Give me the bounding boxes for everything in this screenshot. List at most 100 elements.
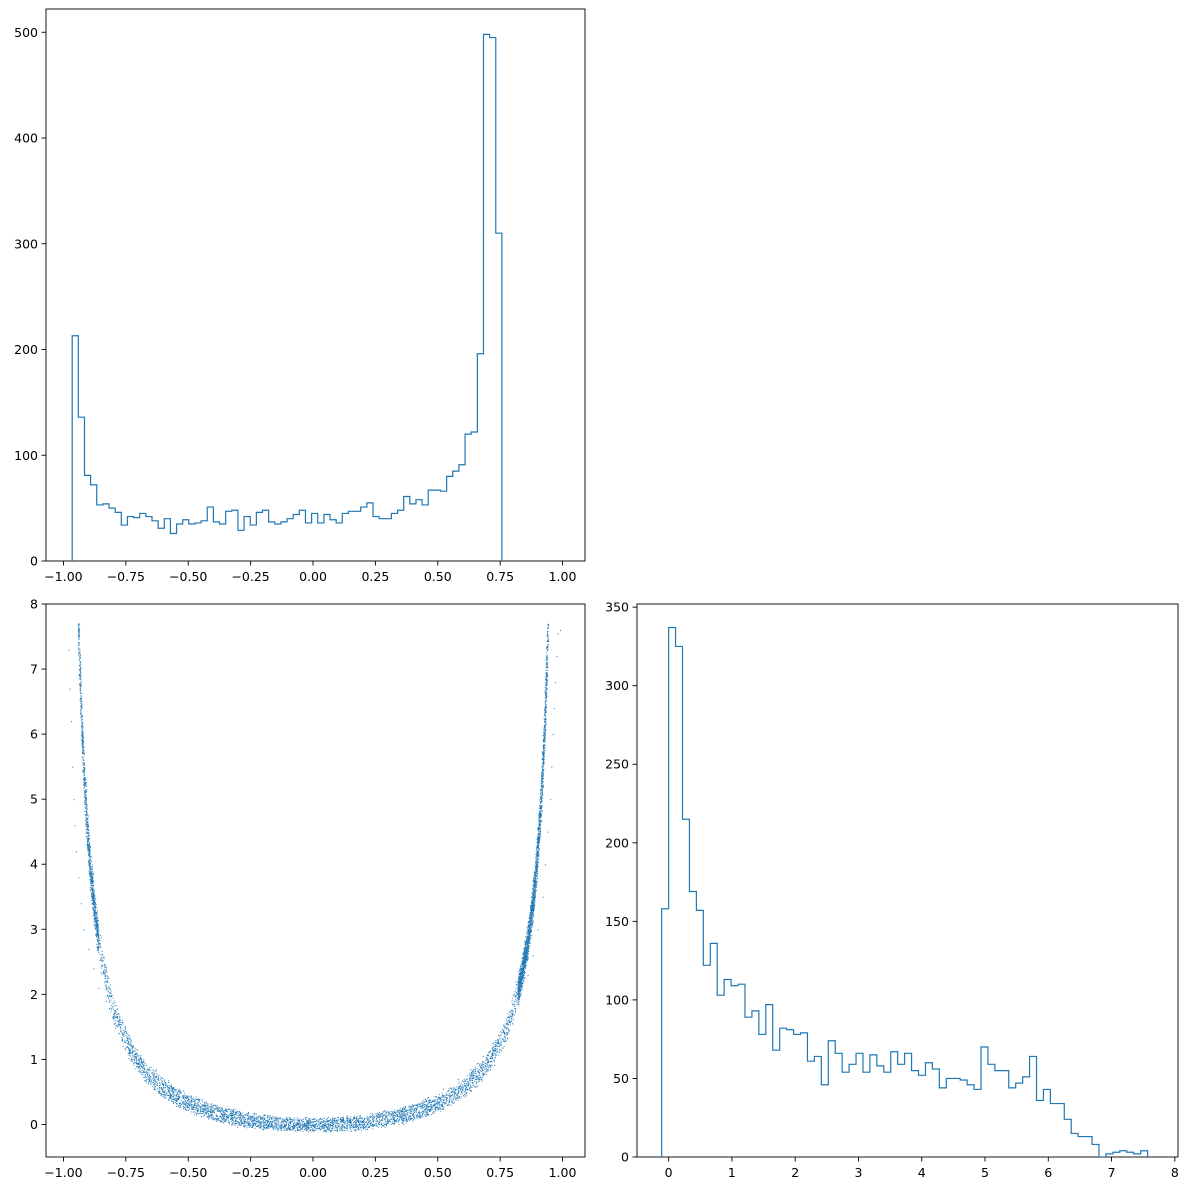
hist-y-xtick-label: 4 bbox=[918, 1165, 926, 1180]
hist-y-bin bbox=[1113, 1152, 1120, 1157]
hist-x-bin bbox=[275, 524, 281, 561]
scatter-ytick-label: 2 bbox=[30, 987, 38, 1002]
scatter-xtick-label: 0.75 bbox=[486, 1165, 514, 1180]
scatter-point bbox=[133, 1046, 135, 1048]
scatter-point bbox=[520, 994, 522, 996]
hist-y-xtick-label: 6 bbox=[1044, 1165, 1052, 1180]
scatter-point bbox=[93, 968, 95, 970]
scatter-ytick-label: 3 bbox=[30, 922, 38, 937]
hist-y-bins bbox=[661, 626, 1149, 1157]
scatter-point bbox=[537, 929, 539, 931]
hist-x-bin bbox=[91, 485, 97, 561]
hist-y-bin bbox=[683, 819, 690, 1157]
hist-x-bin bbox=[195, 523, 201, 561]
hist-y-bin bbox=[1016, 1083, 1023, 1157]
scatter-point bbox=[470, 1069, 472, 1071]
hist-y-bin bbox=[773, 1050, 780, 1157]
hist-x-bin bbox=[305, 523, 311, 561]
hist-y-bin bbox=[974, 1089, 981, 1157]
hist-x-bin bbox=[342, 513, 348, 561]
scatter-ytick-label: 7 bbox=[30, 662, 38, 677]
hist-x-bin bbox=[121, 525, 127, 561]
scatter-point bbox=[457, 1078, 459, 1080]
hist-x-bin bbox=[238, 530, 244, 561]
scatter-point bbox=[553, 708, 555, 710]
hist-x-bin bbox=[146, 517, 152, 561]
hist-y-bin bbox=[1057, 1104, 1064, 1157]
hist-y-bin bbox=[1071, 1133, 1078, 1157]
hist-y-bin bbox=[953, 1078, 960, 1157]
hist-y-xtick-label: 8 bbox=[1171, 1165, 1179, 1180]
hist-x-ytick-label: 100 bbox=[14, 448, 38, 463]
scatter-point bbox=[155, 1069, 157, 1071]
hist-y-ytick-label: 250 bbox=[605, 757, 629, 772]
scatter-xtick-label: −0.75 bbox=[107, 1165, 145, 1180]
hist-x-bin bbox=[220, 524, 226, 561]
hist-y-bin bbox=[780, 1028, 787, 1157]
hist-x-bin bbox=[336, 523, 342, 561]
hist-x-bin bbox=[103, 504, 109, 561]
scatter-ytick-label: 8 bbox=[30, 597, 38, 612]
hist-x-bin bbox=[72, 336, 78, 561]
hist-x-bin bbox=[183, 520, 189, 561]
hist-x-bin bbox=[269, 522, 275, 561]
scatter-xtick-label: 0.00 bbox=[299, 1165, 327, 1180]
hist-y-bin bbox=[794, 1034, 801, 1157]
scatter-point bbox=[550, 799, 552, 801]
scatter-point bbox=[502, 1030, 504, 1032]
hist-y-bin bbox=[1002, 1071, 1009, 1157]
hist-y-bin bbox=[766, 1005, 773, 1157]
hist-x-ytick-label: 400 bbox=[14, 131, 38, 146]
scatter-point bbox=[168, 1080, 170, 1082]
scatter-point bbox=[551, 766, 553, 768]
scatter-point bbox=[545, 864, 547, 866]
hist-x-bin bbox=[447, 476, 453, 561]
hist-x-xtick-label: 0.50 bbox=[424, 569, 452, 584]
hist-y-bin bbox=[821, 1085, 828, 1157]
hist-x-bin bbox=[367, 503, 373, 561]
scatter-xtick-label: −0.50 bbox=[169, 1165, 207, 1180]
hist-x-bin bbox=[207, 507, 213, 561]
hist-y-bin bbox=[1092, 1144, 1099, 1157]
hist-y-bin bbox=[960, 1080, 967, 1157]
hist-x-bins bbox=[71, 33, 503, 561]
scatter-xtick-label: 0.50 bbox=[424, 1165, 452, 1180]
hist-y-bin bbox=[967, 1085, 974, 1157]
hist-x-bin bbox=[213, 522, 219, 561]
hist-x-bin bbox=[281, 522, 287, 561]
hist-y-xtick-label: 7 bbox=[1108, 1165, 1116, 1180]
hist-x-bin bbox=[404, 496, 410, 561]
scatter-point bbox=[337, 1123, 339, 1125]
scatter-xtick-label: 0.25 bbox=[361, 1165, 389, 1180]
hist-x-bin bbox=[348, 511, 354, 561]
hist-x-bin bbox=[140, 513, 146, 561]
hist-y-bin bbox=[988, 1064, 995, 1157]
hist-y-bin bbox=[759, 1034, 766, 1157]
scatter-panel: −1.00 −0.75 −0.50 −0.25 0.00 0.25 0.50 0.75 1.00… bbox=[30, 597, 586, 1180]
hist-y-ytick-label: 300 bbox=[605, 678, 629, 693]
hist-x-bin bbox=[324, 514, 330, 561]
hist-x-bin bbox=[422, 505, 428, 561]
hist-y-bin bbox=[1085, 1137, 1092, 1157]
hist-x-bin bbox=[441, 491, 447, 561]
hist-y-bin bbox=[1078, 1137, 1085, 1157]
x-histogram-panel: −1.00 −0.75 −0.50 −0.25 0.00 0.25 0.50 0.75 1.00… bbox=[14, 8, 586, 584]
hist-y-bin bbox=[669, 628, 676, 1157]
hist-x-bin bbox=[416, 500, 422, 561]
scatter-axes-frame bbox=[45, 603, 586, 1158]
scatter-point bbox=[555, 682, 557, 684]
hist-x-xtick-label: 0.75 bbox=[486, 569, 514, 584]
hist-y-bin bbox=[807, 1061, 814, 1157]
hist-x-bin bbox=[385, 519, 391, 561]
hist-y-bin bbox=[981, 1047, 988, 1157]
hist-y-bin bbox=[710, 943, 717, 1157]
hist-x-xtick-label: −1.00 bbox=[44, 569, 82, 584]
scatter-point bbox=[377, 1116, 379, 1118]
hist-x-bin bbox=[177, 524, 183, 561]
hist-y-bin bbox=[884, 1072, 891, 1157]
hist-y-step-outline bbox=[661, 626, 1149, 1157]
scatter-point bbox=[557, 633, 559, 635]
hist-y-ytick-label: 200 bbox=[605, 835, 629, 850]
hist-y-bin bbox=[752, 1011, 759, 1157]
